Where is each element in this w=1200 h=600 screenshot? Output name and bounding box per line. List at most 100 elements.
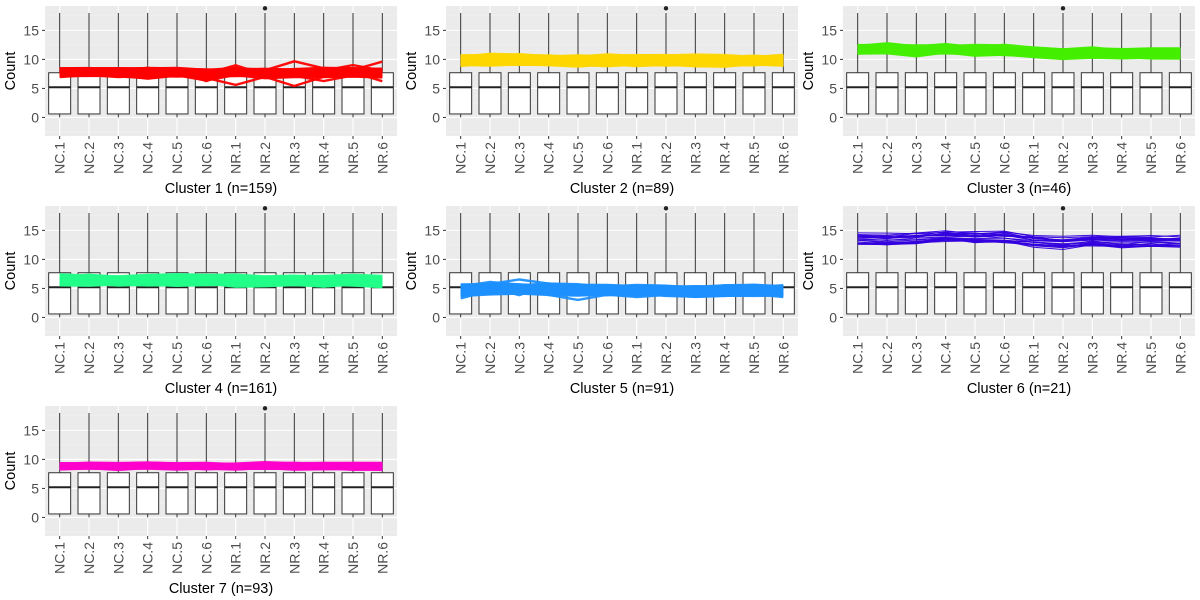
y-tick-label: 0 (829, 309, 837, 325)
x-tick-label: NC.3 (511, 142, 527, 174)
cluster-profile-line (857, 235, 1181, 243)
x-tick-label: NC.3 (908, 142, 924, 174)
x-axis-title: Cluster 3 (n=46) (967, 181, 1071, 197)
x-tick-label: NC.4 (140, 342, 156, 374)
box-body (904, 72, 928, 115)
y-tick-label: 10 (23, 251, 39, 267)
x-tick-label: NC.2 (879, 142, 895, 174)
x-tick-label: NC.5 (570, 342, 586, 374)
y-tick-label: 0 (31, 109, 39, 125)
x-tick-label: NC.3 (110, 542, 126, 574)
panel-background (446, 206, 798, 336)
box-body (992, 272, 1016, 315)
y-axis-title: Count (404, 252, 420, 291)
x-tick-label: NC.6 (198, 342, 214, 374)
x-tick-label: NC.2 (81, 142, 97, 174)
box-body (654, 72, 678, 115)
y-tick-label: 5 (31, 280, 39, 296)
facet-panel: 0 5 10 15 NC.1 NC.2 NC.3 NC.4 NC.5 NC.6 NR.1 NR.2 NR… (3, 6, 397, 197)
x-tick-label: NR.2 (1055, 142, 1071, 174)
cluster-profile-lines (857, 230, 1181, 251)
x-tick-label: NR.6 (374, 342, 390, 374)
cluster-profile-line (857, 238, 1181, 248)
x-tick-label: NC.1 (52, 542, 68, 574)
y-axis-title: Count (801, 52, 817, 91)
box-body (341, 472, 365, 515)
box-body (713, 72, 737, 115)
box-body (992, 72, 1016, 115)
x-tick-label: NC.6 (198, 142, 214, 174)
box-body (77, 72, 101, 115)
x-tick-label: NR.3 (286, 142, 302, 174)
box-body (282, 472, 306, 515)
cluster-profile-lines (59, 60, 383, 88)
x-tick-label: NR.5 (746, 342, 762, 374)
box-body (625, 72, 649, 115)
box-body (194, 472, 218, 515)
x-tick-label: NR.4 (1114, 142, 1130, 174)
cluster-profile-lines (59, 460, 383, 472)
x-tick-label: NC.5 (169, 142, 185, 174)
outlier-point (1060, 6, 1066, 11)
x-tick-label: NC.5 (967, 342, 983, 374)
y-tick-label: 5 (829, 280, 837, 296)
box-body (566, 72, 590, 115)
cluster-profile-lines (460, 278, 784, 302)
box-body (370, 472, 394, 515)
x-tick-label: NC.4 (140, 142, 156, 174)
x-tick-label: NC.6 (996, 142, 1012, 174)
y-tick-label: 15 (821, 222, 837, 238)
box-body (1080, 272, 1104, 315)
cluster-profile-line (460, 282, 784, 289)
x-tick-label: NR.3 (1084, 342, 1100, 374)
cluster-profile-line (460, 59, 784, 65)
y-tick-label: 15 (23, 222, 39, 238)
y-axis-title: Count (3, 452, 19, 491)
box-body (1022, 72, 1046, 115)
x-tick-label: NR.3 (286, 342, 302, 374)
y-tick-label: 0 (432, 309, 440, 325)
x-axis-title: Cluster 2 (n=89) (570, 181, 674, 197)
box-body (1168, 272, 1192, 315)
x-tick-label: NR.6 (1172, 342, 1188, 374)
panel-background (45, 206, 397, 336)
x-tick-label: NR.2 (257, 142, 273, 174)
x-tick-label: NR.3 (687, 142, 703, 174)
box-body (875, 272, 899, 315)
x-tick-label: NC.4 (541, 142, 557, 174)
facet-panel: 0 5 10 15 NC.1 NC.2 NC.3 NC.4 NC.5 NC.6 NR.1 NR.2 NR… (3, 206, 397, 397)
box-body (1139, 72, 1163, 115)
x-tick-label: NR.6 (775, 342, 791, 374)
facet-panel: 0 5 10 15 NC.1 NC.2 NC.3 NC.4 NC.5 NC.6 NR.1 NR.2 NR… (404, 206, 798, 397)
x-tick-label: NC.4 (938, 342, 954, 374)
x-tick-label: NR.1 (1026, 342, 1042, 374)
y-tick-label: 15 (424, 222, 440, 238)
cluster-profile-lines (59, 272, 383, 289)
outlier-point (663, 6, 669, 11)
box-body (595, 72, 619, 115)
x-tick-label: NC.1 (453, 342, 469, 374)
box-body (1139, 272, 1163, 315)
x-tick-label: NR.4 (316, 342, 332, 374)
x-tick-label: NR.6 (374, 142, 390, 174)
cluster-profile-line (460, 289, 784, 296)
x-tick-label: NC.2 (879, 342, 895, 374)
x-tick-label: NR.5 (345, 342, 361, 374)
cluster-profile-line (59, 463, 383, 469)
box-body (106, 472, 130, 515)
x-tick-label: NR.5 (1143, 142, 1159, 174)
box-body (224, 472, 248, 515)
box-body (537, 72, 561, 115)
box-body (478, 72, 502, 115)
y-tick-label: 5 (31, 480, 39, 496)
y-axis-title: Count (801, 252, 817, 291)
y-tick-label: 15 (821, 22, 837, 38)
y-tick-label: 0 (829, 109, 837, 125)
panel-background (45, 406, 397, 536)
x-tick-label: NC.6 (198, 542, 214, 574)
x-tick-label: NC.1 (850, 342, 866, 374)
x-tick-label: NR.6 (775, 142, 791, 174)
panel-background (843, 206, 1195, 336)
cluster-profile-line (857, 50, 1181, 60)
y-tick-label: 15 (424, 22, 440, 38)
